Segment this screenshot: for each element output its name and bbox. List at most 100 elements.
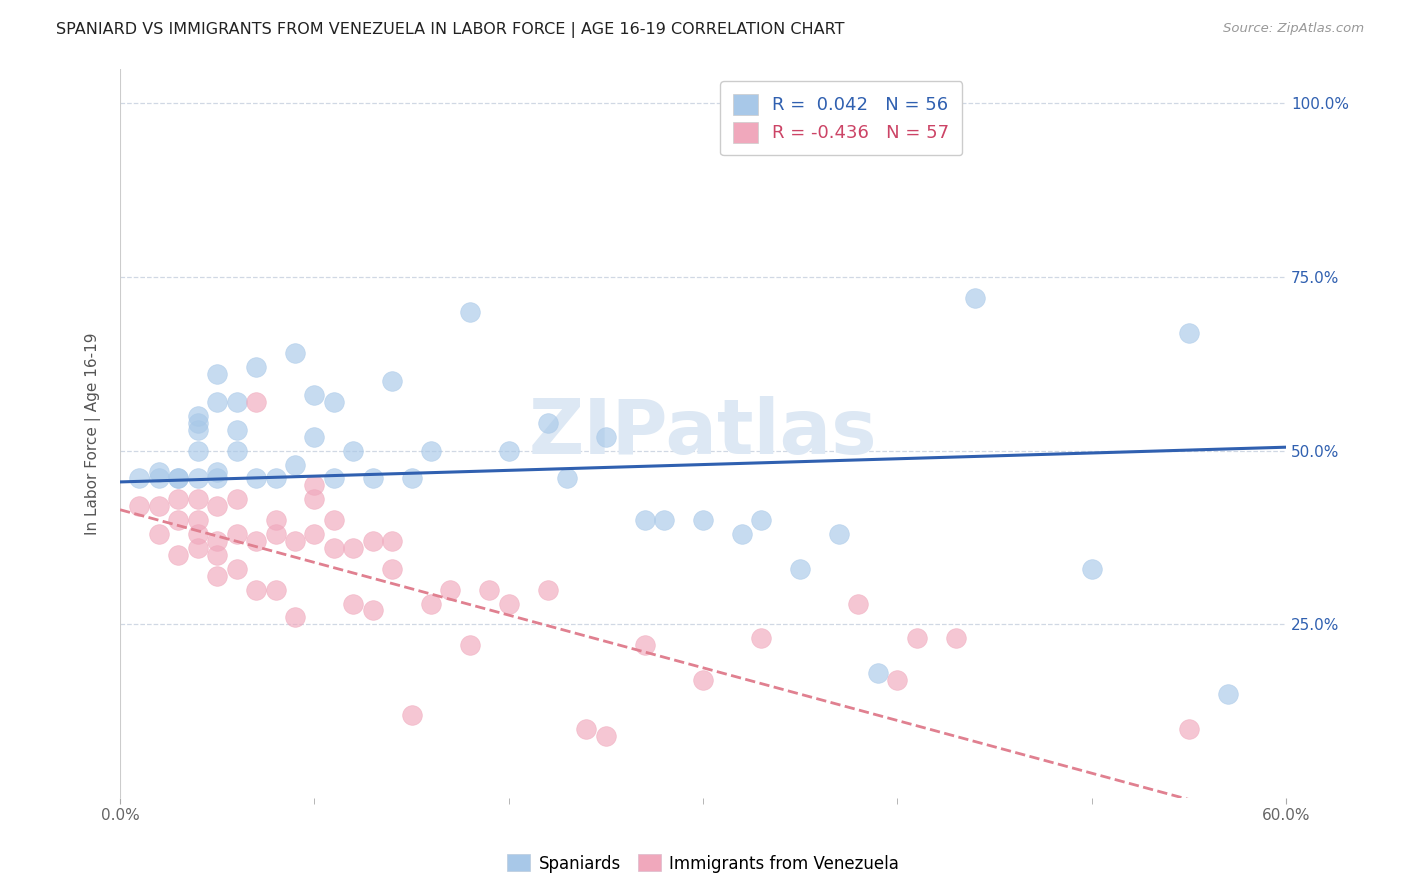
Point (264, 513, 287, 527)
Point (205, 395, 228, 409)
Point (634, 638, 657, 652)
Point (322, 471, 344, 485)
Point (652, 513, 675, 527)
Point (205, 471, 228, 485)
Point (342, 597, 364, 611)
Point (634, 513, 657, 527)
Point (304, 430, 326, 444)
Point (478, 582, 501, 597)
Legend: R =  0.042   N = 56, R = -0.436   N = 57: R = 0.042 N = 56, R = -0.436 N = 57 (720, 81, 962, 155)
Point (361, 471, 384, 485)
Point (1178, 722, 1201, 736)
Text: Source: ZipAtlas.com: Source: ZipAtlas.com (1223, 22, 1364, 36)
Point (945, 632, 967, 646)
Point (439, 582, 461, 597)
Point (187, 409, 209, 423)
Point (458, 304, 481, 318)
Text: ZIPatlas: ZIPatlas (529, 396, 877, 470)
Y-axis label: In Labor Force | Age 16-19: In Labor Force | Age 16-19 (86, 332, 101, 534)
Point (284, 458, 307, 472)
Point (205, 368, 228, 382)
Point (187, 527, 209, 541)
Point (536, 582, 558, 597)
Point (304, 527, 326, 541)
Point (167, 471, 190, 485)
Point (205, 465, 228, 479)
Point (167, 471, 190, 485)
Point (284, 346, 307, 360)
Point (245, 360, 267, 375)
Point (245, 471, 267, 485)
Point (187, 416, 209, 430)
Point (225, 423, 247, 437)
Point (205, 568, 228, 582)
Point (342, 541, 364, 555)
Point (128, 471, 150, 485)
Point (187, 471, 209, 485)
Point (866, 665, 889, 680)
Point (167, 548, 190, 562)
Point (575, 722, 598, 736)
Point (148, 527, 170, 541)
Point (595, 430, 617, 444)
Point (148, 500, 170, 514)
Point (322, 395, 344, 409)
Point (205, 548, 228, 562)
Point (148, 465, 170, 479)
Point (187, 513, 209, 527)
Point (381, 533, 404, 548)
Point (1080, 562, 1102, 576)
Point (381, 562, 404, 576)
Point (264, 582, 287, 597)
Point (205, 500, 228, 514)
Legend: Spaniards, Immigrants from Venezuela: Spaniards, Immigrants from Venezuela (501, 847, 905, 880)
Point (245, 582, 267, 597)
Point (225, 395, 247, 409)
Point (342, 443, 364, 458)
Point (749, 632, 772, 646)
Point (420, 597, 443, 611)
Point (848, 597, 870, 611)
Point (225, 492, 247, 507)
Point (205, 533, 228, 548)
Point (245, 533, 267, 548)
Point (1216, 687, 1239, 701)
Point (245, 395, 267, 409)
Point (304, 478, 326, 492)
Point (264, 471, 287, 485)
Point (361, 603, 384, 617)
Point (148, 471, 170, 485)
Point (595, 729, 617, 743)
Point (284, 610, 307, 624)
Point (692, 673, 714, 687)
Point (284, 533, 307, 548)
Point (555, 471, 578, 485)
Point (886, 673, 908, 687)
Point (401, 471, 423, 485)
Point (322, 513, 344, 527)
Point (322, 541, 344, 555)
Point (187, 443, 209, 458)
Point (187, 541, 209, 555)
Text: SPANIARD VS IMMIGRANTS FROM VENEZUELA IN LABOR FORCE | AGE 16-19 CORRELATION CHA: SPANIARD VS IMMIGRANTS FROM VENEZUELA IN… (56, 22, 845, 38)
Point (128, 500, 150, 514)
Point (225, 562, 247, 576)
Point (264, 527, 287, 541)
Point (167, 492, 190, 507)
Point (963, 291, 986, 305)
Point (225, 527, 247, 541)
Point (789, 562, 811, 576)
Point (361, 533, 384, 548)
Point (458, 638, 481, 652)
Point (420, 443, 443, 458)
Point (381, 374, 404, 388)
Point (498, 443, 520, 458)
Point (828, 527, 851, 541)
Point (692, 513, 714, 527)
Point (187, 423, 209, 437)
Point (401, 707, 423, 722)
Point (304, 388, 326, 402)
Point (167, 513, 190, 527)
Point (304, 492, 326, 507)
Point (187, 492, 209, 507)
